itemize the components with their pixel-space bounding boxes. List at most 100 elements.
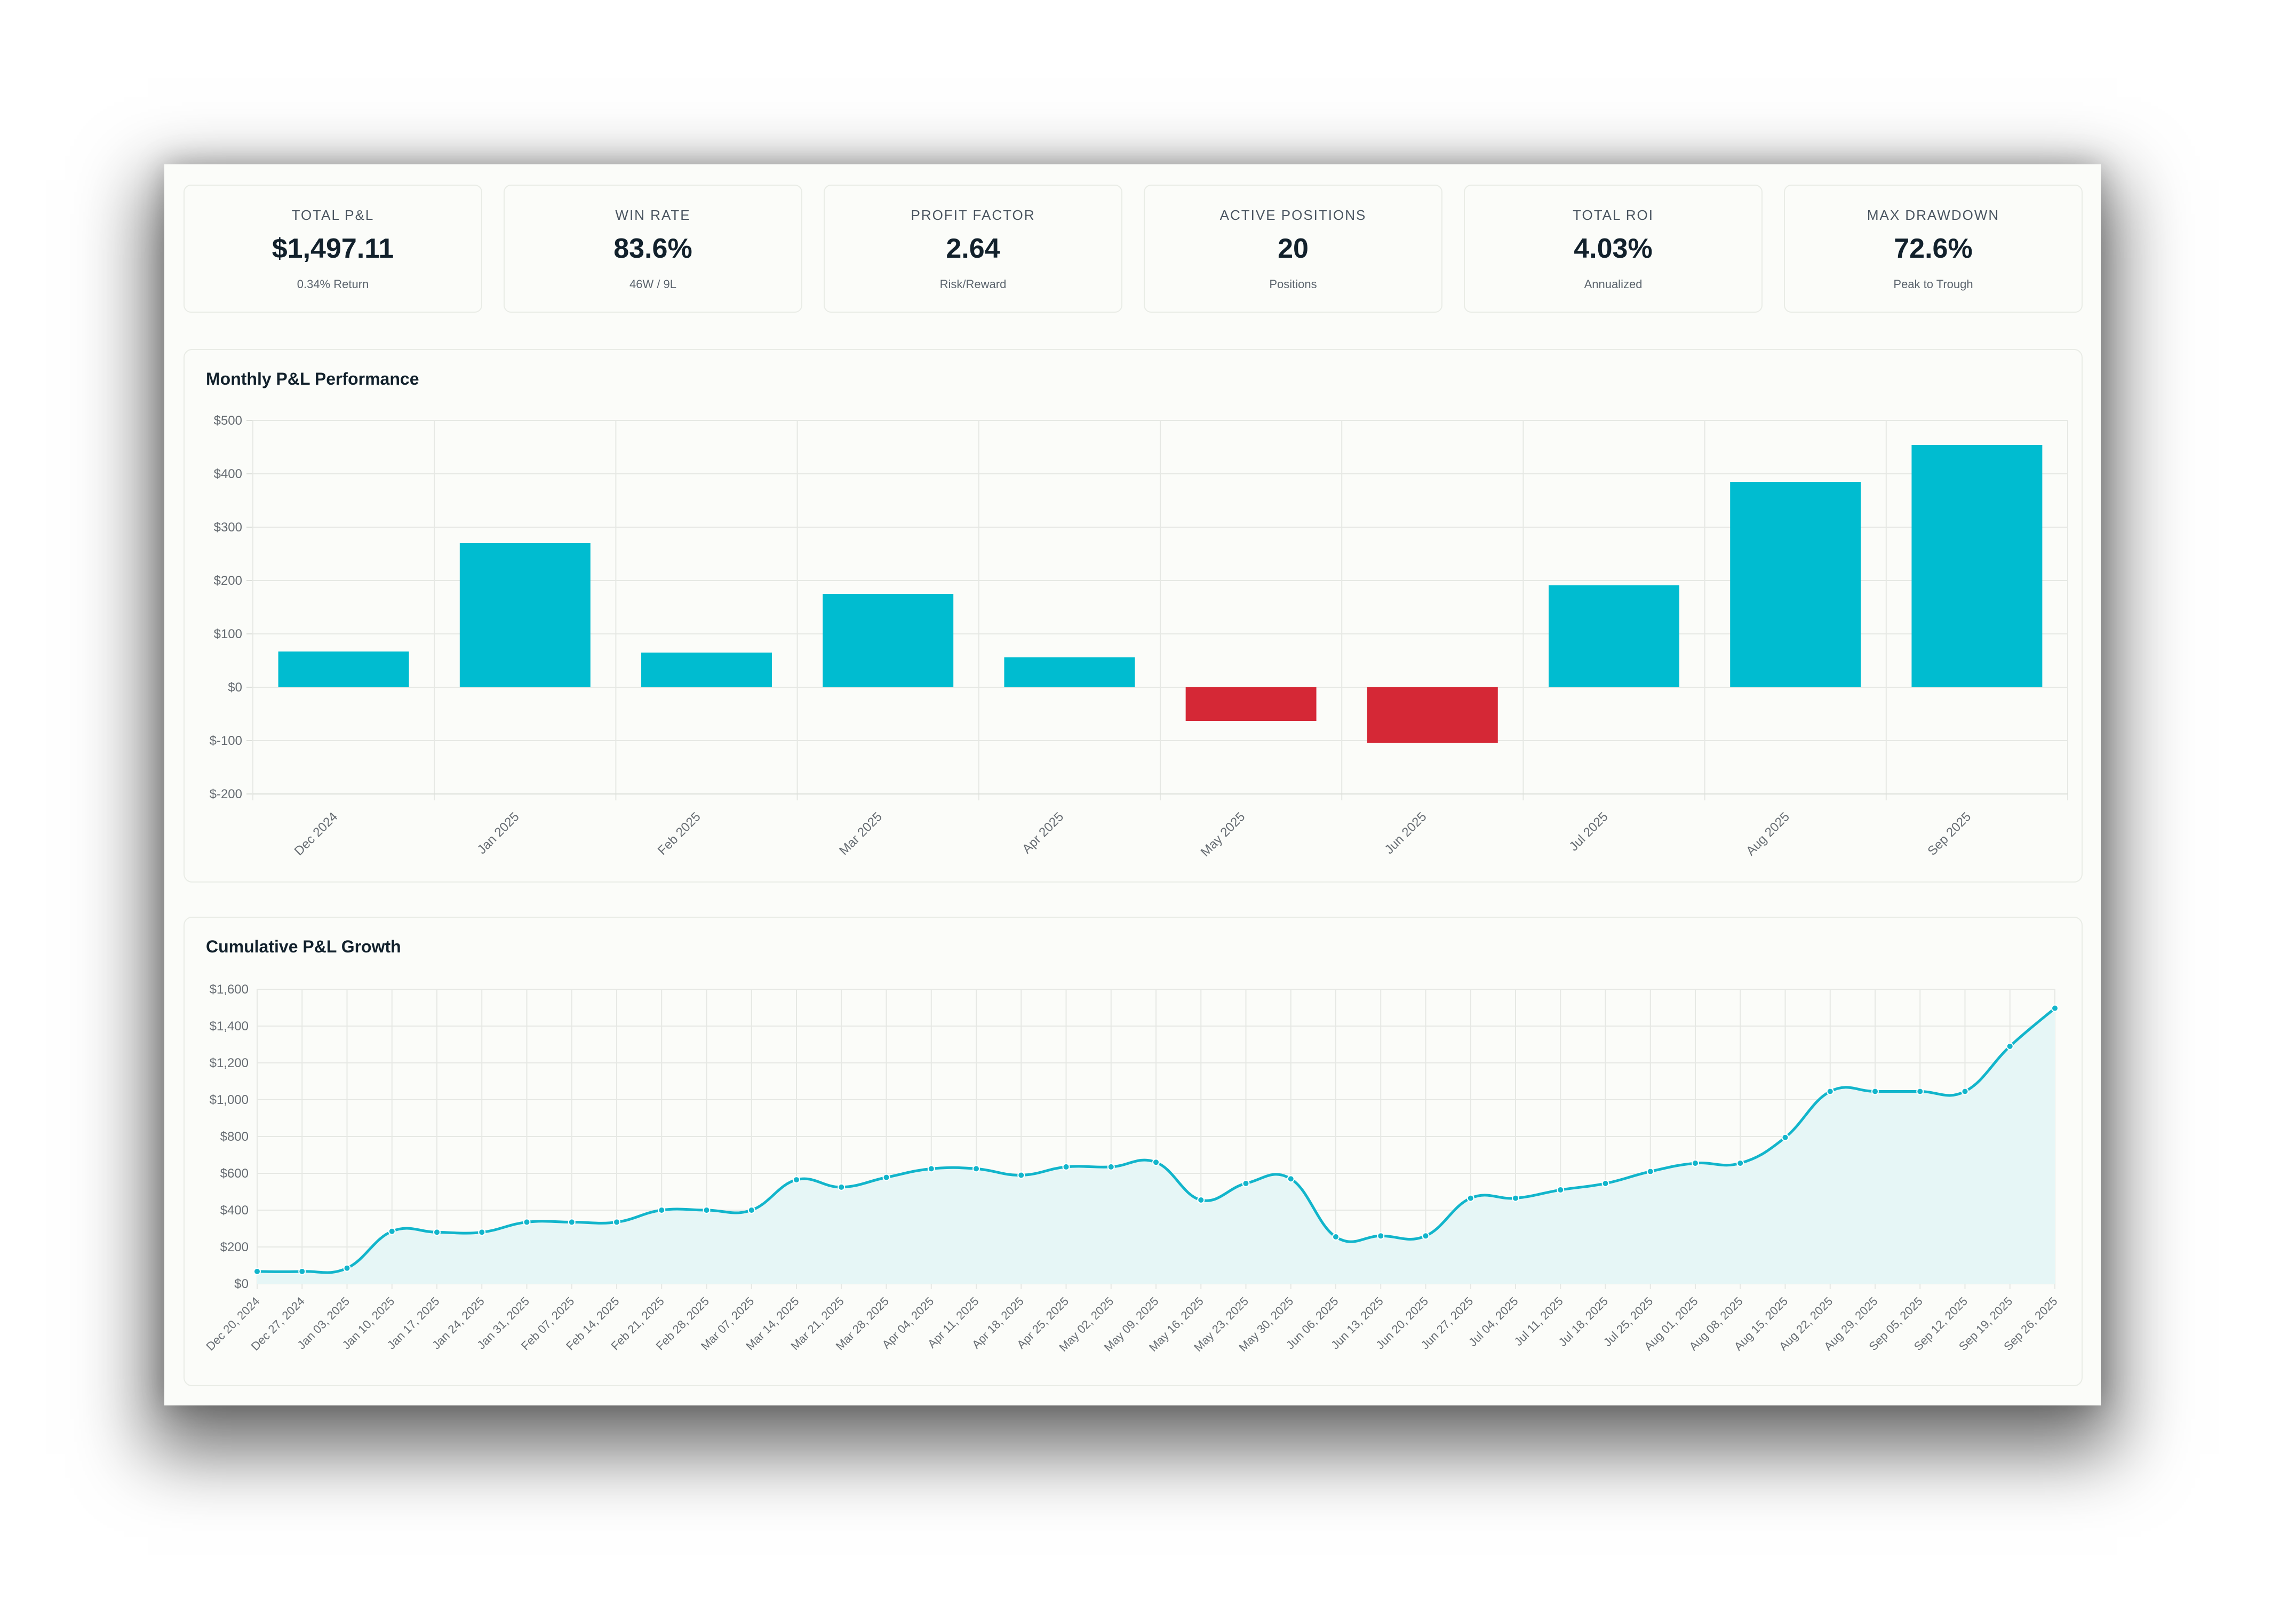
data-point xyxy=(1197,1196,1205,1204)
data-point xyxy=(1601,1179,1609,1187)
cumulative-pnl-panel: Cumulative P&L Growth $1,600 $1,400 $1,200… xyxy=(184,917,2083,1386)
y-tick-label: $-200 xyxy=(210,787,242,801)
data-point xyxy=(703,1206,711,1214)
kpi-card-active-positions: ACTIVE POSITIONS 20 Positions xyxy=(1144,185,1442,313)
y-tick-label: $0 xyxy=(228,680,242,695)
y-tick-label: $500 xyxy=(214,414,242,428)
kpi-subtext: 46W / 9L xyxy=(629,277,677,291)
data-point xyxy=(1781,1133,1789,1141)
data-point xyxy=(1692,1159,1699,1167)
kpi-subtext: 0.34% Return xyxy=(297,277,369,291)
y-tick-label: $400 xyxy=(220,1203,249,1218)
bar-jul-2025 xyxy=(1549,585,1679,687)
data-point xyxy=(1062,1163,1070,1171)
data-point xyxy=(343,1264,351,1272)
data-point xyxy=(1646,1167,1654,1175)
kpi-value: 4.03% xyxy=(1574,233,1653,264)
y-tick-label: $200 xyxy=(214,574,242,588)
kpi-value: 83.6% xyxy=(613,233,692,264)
kpi-row: TOTAL P&L $1,497.11 0.34% Return WIN RAT… xyxy=(184,185,2083,314)
kpi-value: 2.64 xyxy=(946,233,1000,264)
y-tick-label: $100 xyxy=(214,627,242,641)
x-tick-label: Jun 2025 xyxy=(1382,809,1430,857)
kpi-subtext: Risk/Reward xyxy=(939,277,1007,291)
cumulative-line xyxy=(257,1007,2056,1274)
bar-sep-2025 xyxy=(1911,445,2043,687)
kpi-card-total-pnl: TOTAL P&L $1,497.11 0.34% Return xyxy=(184,185,482,313)
kpi-subtext: Peak to Trough xyxy=(1893,277,1973,291)
data-point xyxy=(568,1218,576,1226)
y-tick-label: $200 xyxy=(220,1240,249,1254)
monthly-chart-title: Monthly P&L Performance xyxy=(206,369,419,388)
kpi-card-max-drawdown: MAX DRAWDOWN 72.6% Peak to Trough xyxy=(1784,185,2083,313)
data-point xyxy=(1871,1087,1879,1095)
x-tick-label: Apr 2025 xyxy=(1019,809,1066,856)
kpi-card-profit-factor: PROFIT FACTOR 2.64 Risk/Reward xyxy=(824,185,1122,313)
dashboard-window: TOTAL P&L $1,497.11 0.34% Return WIN RAT… xyxy=(164,164,2101,1405)
data-point xyxy=(1242,1179,1250,1187)
kpi-value: 20 xyxy=(1278,233,1309,264)
y-tick-label: $800 xyxy=(220,1130,249,1144)
bar-aug-2025 xyxy=(1730,482,1861,687)
data-point xyxy=(1377,1232,1385,1240)
cumulative-area-fill xyxy=(257,1008,2055,1284)
data-point xyxy=(298,1267,306,1275)
data-point xyxy=(1826,1087,1834,1095)
y-tick-label: $1,200 xyxy=(210,1056,249,1070)
bar-dec-2024 xyxy=(278,651,409,687)
y-tick-label: $0 xyxy=(234,1277,249,1291)
kpi-label: WIN RATE xyxy=(615,207,691,223)
data-point xyxy=(1916,1087,1924,1095)
kpi-subtext: Annualized xyxy=(1584,277,1643,291)
data-point xyxy=(2051,1004,2059,1012)
kpi-subtext: Positions xyxy=(1269,277,1317,291)
x-tick-label: Feb 2025 xyxy=(655,809,704,858)
data-point xyxy=(793,1176,800,1184)
y-tick-label: $1,600 xyxy=(210,982,249,997)
kpi-card-win-rate: WIN RATE 83.6% 46W / 9L xyxy=(504,185,802,313)
y-tick-label: $600 xyxy=(220,1166,249,1181)
x-tick-label: Aug 2025 xyxy=(1743,809,1792,859)
kpi-label: PROFIT FACTOR xyxy=(911,207,1035,223)
data-point xyxy=(1287,1175,1295,1183)
kpi-card-total-roi: TOTAL ROI 4.03% Annualized xyxy=(1464,185,1763,313)
kpi-label: TOTAL P&L xyxy=(291,207,374,223)
kpi-value: 72.6% xyxy=(1894,233,1973,264)
data-point xyxy=(882,1173,890,1181)
data-point xyxy=(2006,1042,2014,1050)
y-tick-label: $400 xyxy=(214,467,242,481)
data-point xyxy=(523,1218,531,1226)
cumulative-chart-title: Cumulative P&L Growth xyxy=(206,937,401,956)
data-point xyxy=(747,1206,755,1214)
x-tick-label: Mar 2025 xyxy=(836,809,885,858)
data-point xyxy=(613,1218,620,1226)
bar-mar-2025 xyxy=(823,594,954,687)
monthly-pnl-panel: Monthly P&L Performance $500 $400 $300 $200… xyxy=(184,349,2083,883)
y-tick-label: $1,400 xyxy=(210,1019,249,1034)
data-point xyxy=(1017,1171,1025,1179)
data-point xyxy=(433,1228,441,1236)
data-point xyxy=(1961,1087,1969,1095)
y-tick-label: $300 xyxy=(214,520,242,535)
bar-jun-2025 xyxy=(1367,687,1498,743)
x-tick-label: Jan 2025 xyxy=(475,809,522,857)
kpi-label: ACTIVE POSITIONS xyxy=(1219,207,1367,223)
data-point xyxy=(1152,1158,1160,1166)
data-point xyxy=(478,1228,486,1236)
data-point xyxy=(1466,1194,1474,1202)
data-point xyxy=(253,1267,261,1275)
data-point xyxy=(1332,1233,1340,1241)
kpi-value: $1,497.11 xyxy=(272,233,394,264)
x-tick-label: Dec 2024 xyxy=(292,809,341,859)
bar-apr-2025 xyxy=(1004,657,1135,687)
kpi-label: MAX DRAWDOWN xyxy=(1867,207,2000,223)
x-tick-label: Jul 2025 xyxy=(1566,809,1611,854)
bar-may-2025 xyxy=(1185,687,1317,721)
data-point xyxy=(1107,1163,1115,1171)
data-point xyxy=(388,1227,396,1235)
bar-feb-2025 xyxy=(641,653,772,687)
monthly-pnl-bar-chart: $500 $400 $300 $200 $100 $0 $-100 $-200 Dec 2024… xyxy=(210,414,2068,860)
data-point xyxy=(927,1165,935,1173)
bar-jan-2025 xyxy=(459,543,591,687)
data-point xyxy=(1422,1232,1430,1240)
